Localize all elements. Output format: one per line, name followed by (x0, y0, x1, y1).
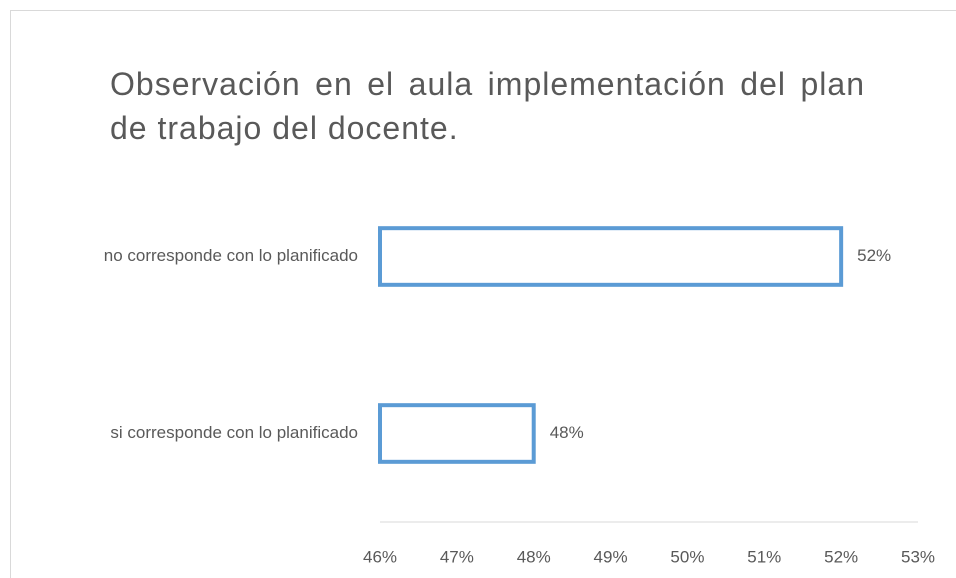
x-tick-label: 51% (747, 547, 781, 566)
data-label: 48% (550, 423, 584, 442)
x-tick-label: 49% (594, 547, 628, 566)
bar (378, 403, 536, 464)
x-tick-label: 46% (363, 547, 397, 566)
data-label: 52% (857, 246, 891, 265)
x-tick-label: 50% (670, 547, 704, 566)
x-tick-label: 53% (901, 547, 935, 566)
chart-title: Observación en el aula implementación de… (110, 66, 865, 146)
x-tick-label: 48% (517, 547, 551, 566)
y-tick-label: no corresponde con lo planificado (104, 246, 358, 265)
y-tick-label: si corresponde con lo planificado (110, 423, 358, 442)
x-tick-label: 52% (824, 547, 858, 566)
x-tick-label: 47% (440, 547, 474, 566)
bar (378, 226, 844, 287)
chart-frame (10, 10, 956, 578)
